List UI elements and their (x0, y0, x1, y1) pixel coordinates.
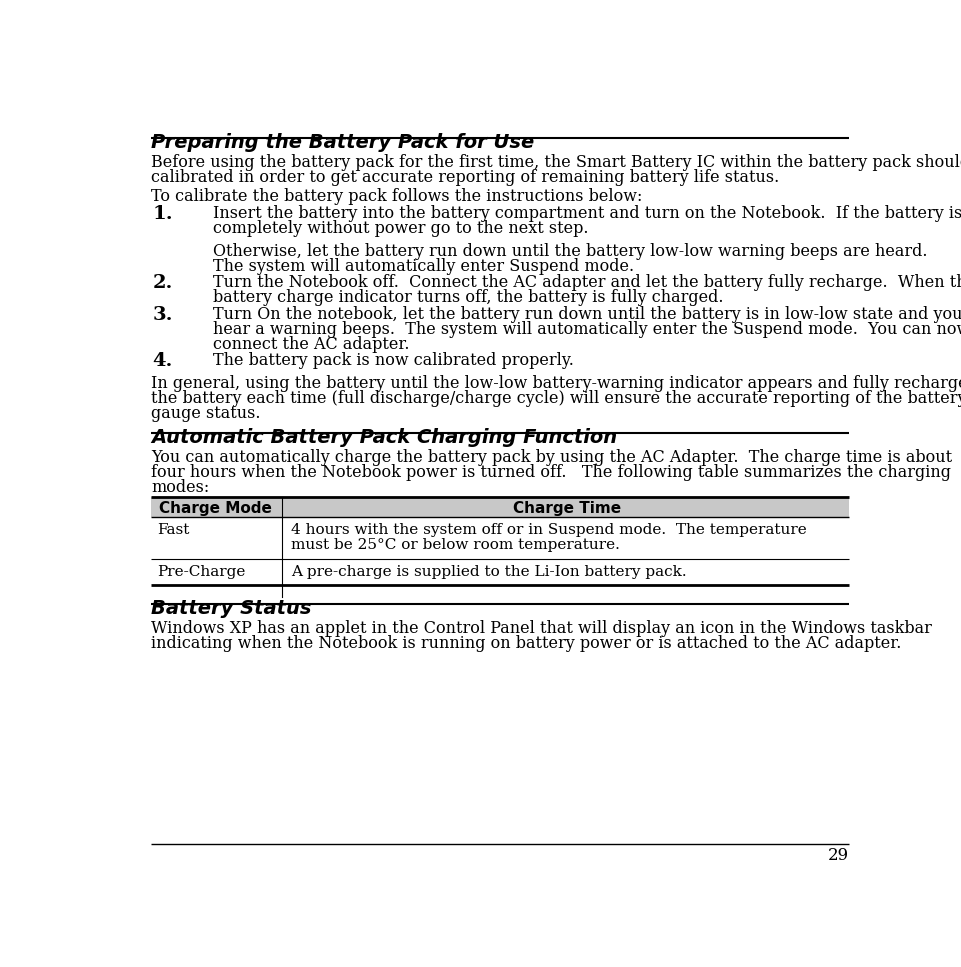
Text: Pre-Charge: Pre-Charge (158, 566, 246, 579)
Text: connect the AC adapter.: connect the AC adapter. (213, 336, 409, 353)
Text: You can automatically charge the battery pack by using the AC Adapter.  The char: You can automatically charge the battery… (151, 449, 952, 466)
Text: The battery pack is now calibrated properly.: The battery pack is now calibrated prope… (213, 352, 574, 369)
Text: Charge Mode: Charge Mode (159, 501, 272, 515)
Text: gauge status.: gauge status. (151, 405, 260, 423)
Text: must be 25°C or below room temperature.: must be 25°C or below room temperature. (291, 538, 620, 552)
Text: Battery Status: Battery Status (151, 599, 311, 618)
Text: To calibrate the battery pack follows the instructions below:: To calibrate the battery pack follows th… (151, 189, 643, 205)
Text: 2.: 2. (153, 275, 173, 292)
Text: 29: 29 (827, 847, 849, 864)
Text: Automatic Battery Pack Charging Function: Automatic Battery Pack Charging Function (151, 427, 617, 447)
Text: The system will automatically enter Suspend mode.: The system will automatically enter Susp… (213, 258, 634, 275)
Text: Otherwise, let the battery run down until the battery low-low warning beeps are : Otherwise, let the battery run down unti… (213, 243, 927, 260)
Text: 4 hours with the system off or in Suspend mode.  The temperature: 4 hours with the system off or in Suspen… (291, 523, 807, 537)
Bar (151, 497, 849, 516)
Text: Before using the battery pack for the first time, the Smart Battery IC within th: Before using the battery pack for the fi… (151, 154, 961, 171)
Text: 1.: 1. (153, 205, 173, 223)
Text: Turn On the notebook, let the battery run down until the battery is in low-low s: Turn On the notebook, let the battery ru… (213, 306, 961, 323)
Text: hear a warning beeps.  The system will automatically enter the Suspend mode.  Yo: hear a warning beeps. The system will au… (213, 321, 961, 337)
Text: A pre-charge is supplied to the Li-Ion battery pack.: A pre-charge is supplied to the Li-Ion b… (291, 566, 687, 579)
Text: Windows XP has an applet in the Control Panel that will display an icon in the W: Windows XP has an applet in the Control … (151, 620, 932, 636)
Text: Turn the Notebook off.  Connect the AC adapter and let the battery fully recharg: Turn the Notebook off. Connect the AC ad… (213, 275, 961, 291)
Text: four hours when the Notebook power is turned off.   The following table summariz: four hours when the Notebook power is tu… (151, 464, 951, 481)
Text: battery charge indicator turns off, the battery is fully charged.: battery charge indicator turns off, the … (213, 289, 724, 307)
Text: Preparing the Battery Pack for Use: Preparing the Battery Pack for Use (151, 133, 534, 152)
Text: completely without power go to the next step.: completely without power go to the next … (213, 220, 589, 237)
Text: Charge Time: Charge Time (513, 501, 621, 515)
Text: 3.: 3. (153, 306, 173, 324)
Text: the battery each time (full discharge/charge cycle) will ensure the accurate rep: the battery each time (full discharge/ch… (151, 390, 961, 407)
Text: indicating when the Notebook is running on battery power or is attached to the A: indicating when the Notebook is running … (151, 634, 901, 652)
Text: Fast: Fast (158, 523, 189, 537)
Text: In general, using the battery until the low-low battery-warning indicator appear: In general, using the battery until the … (151, 375, 961, 393)
Text: modes:: modes: (151, 479, 209, 496)
Text: 4.: 4. (153, 352, 173, 370)
Text: calibrated in order to get accurate reporting of remaining battery life status.: calibrated in order to get accurate repo… (151, 169, 779, 186)
Text: Insert the battery into the battery compartment and turn on the Notebook.  If th: Insert the battery into the battery comp… (213, 205, 961, 222)
